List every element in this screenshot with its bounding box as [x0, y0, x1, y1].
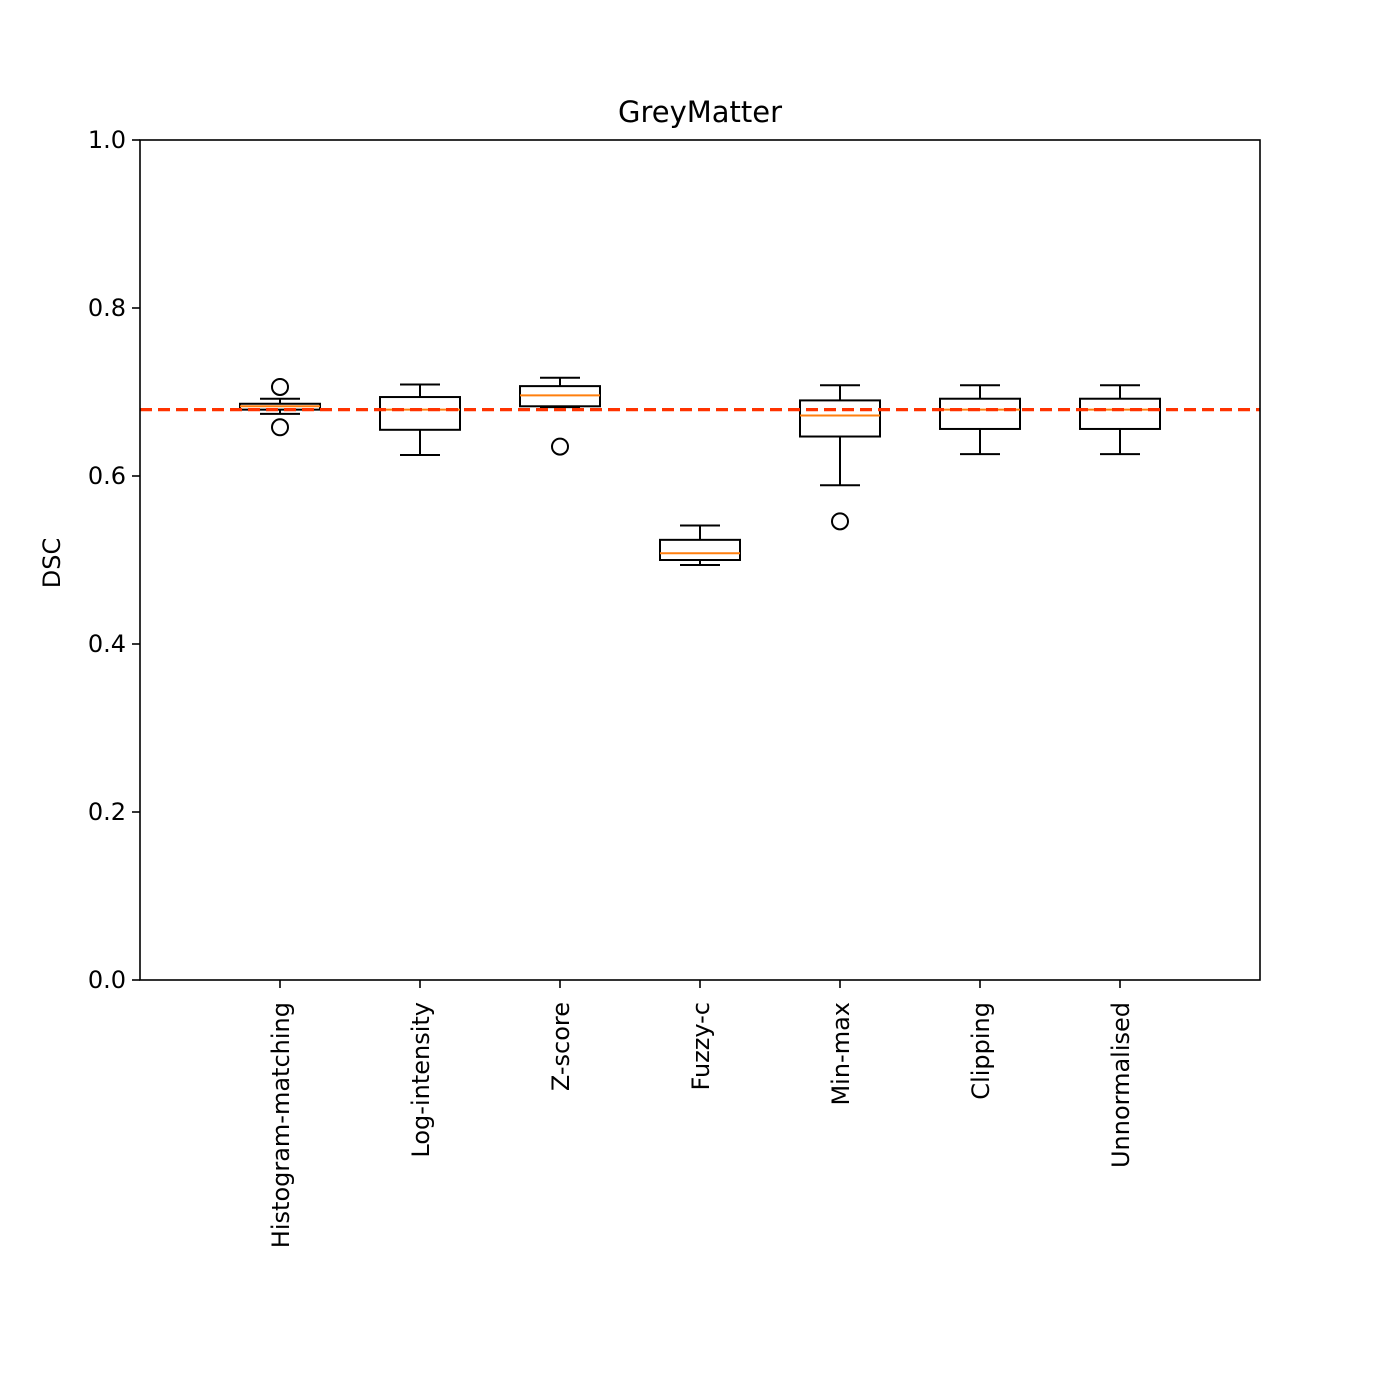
x-tick-label: Z-score	[547, 1002, 575, 1091]
y-tick-label: 0.4	[88, 630, 126, 658]
iqr-box	[799, 399, 881, 438]
chart-title: GreyMatter	[618, 95, 782, 129]
x-tick-label: Log-intensity	[407, 1002, 435, 1158]
box-z-score	[519, 376, 601, 456]
y-tick-label: 0.6	[88, 462, 126, 490]
iqr-box	[939, 397, 1021, 430]
y-tick-label: 1.0	[88, 126, 126, 154]
y-tick-label: 0.8	[88, 294, 126, 322]
x-tick-label: Fuzzy-c	[687, 1002, 715, 1091]
iqr-box	[1079, 397, 1161, 430]
x-tick-label: Clipping	[967, 1002, 995, 1100]
box-fuzzy-c	[659, 524, 741, 567]
x-tick-label: Unnormalised	[1107, 1002, 1135, 1168]
box-min-max	[799, 384, 881, 531]
x-tick-label: Min-max	[827, 1002, 855, 1106]
y-axis: 0.0 0.2 0.4 0.6 0.8 1.0	[88, 126, 140, 994]
iqr-box	[659, 538, 741, 562]
box-histogram-matching	[239, 377, 321, 437]
plot-frame	[139, 139, 1261, 981]
x-axis: Histogram-matching Log-intensity Z-score Fu…	[267, 980, 1135, 1248]
outlier-point	[551, 437, 569, 456]
y-tick-label: 0.2	[88, 798, 126, 826]
iqr-box	[379, 396, 461, 431]
x-tick-label: Histogram-matching	[267, 1002, 295, 1248]
outlier-point	[831, 512, 849, 531]
y-tick-label: 0.0	[88, 966, 126, 994]
outlier-point	[271, 377, 289, 396]
outlier-point	[271, 418, 289, 437]
y-axis-label: DSC	[38, 538, 66, 588]
box-unnormalised	[1079, 384, 1161, 456]
